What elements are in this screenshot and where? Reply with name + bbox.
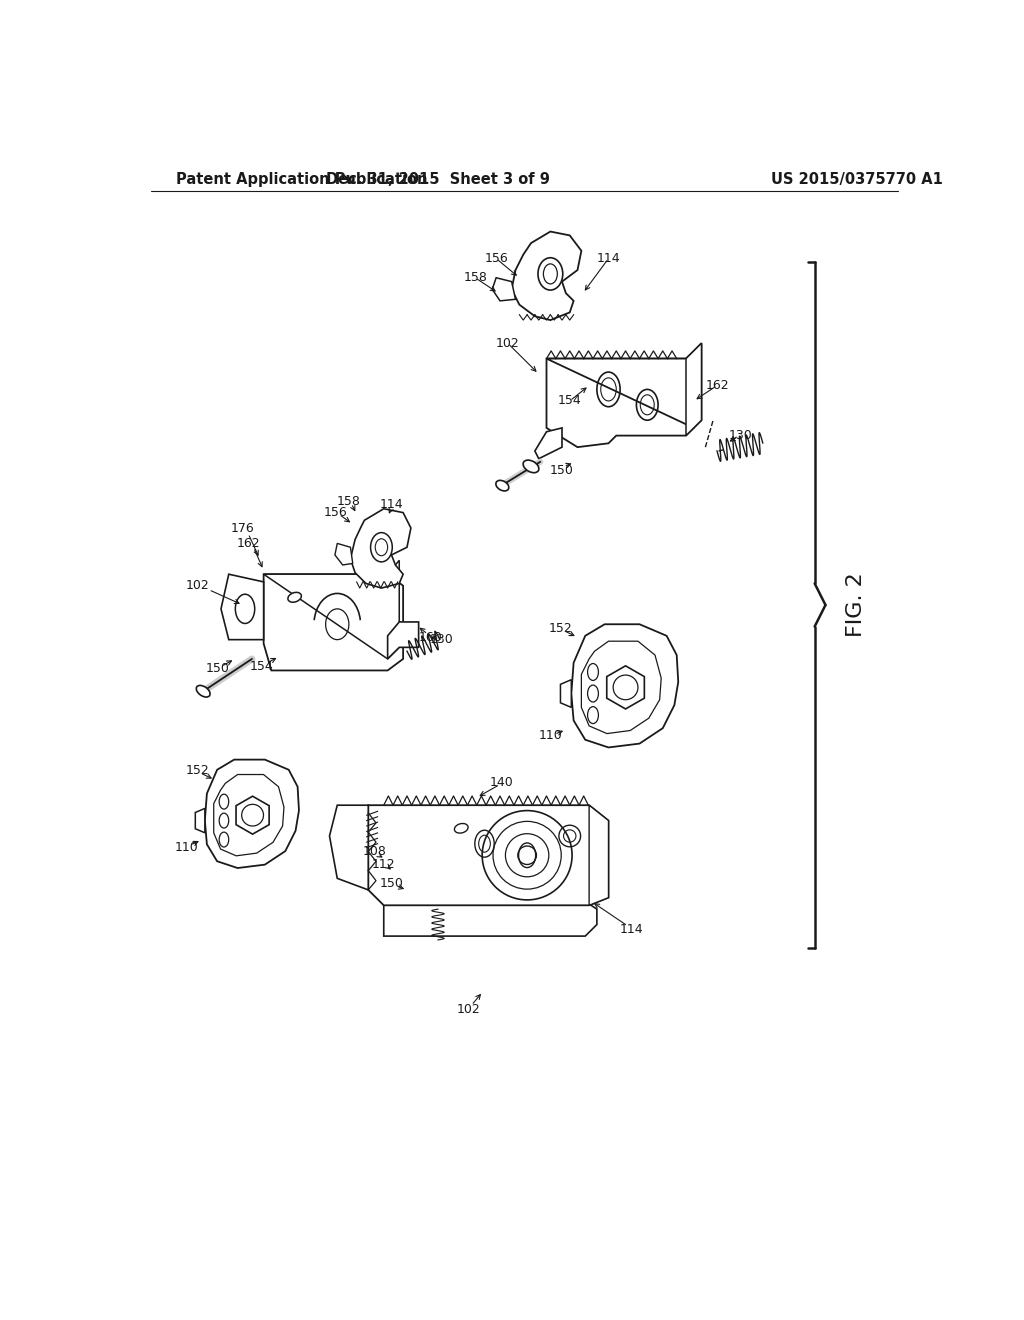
- Ellipse shape: [523, 461, 539, 473]
- Text: 102: 102: [496, 337, 519, 350]
- Text: 156: 156: [324, 506, 347, 519]
- Text: US 2015/0375770 A1: US 2015/0375770 A1: [771, 172, 943, 186]
- Text: Patent Application Publication: Patent Application Publication: [176, 172, 428, 186]
- Text: 160: 160: [419, 631, 442, 644]
- Text: FIG. 2: FIG. 2: [847, 573, 866, 638]
- Text: 102: 102: [457, 1003, 481, 1016]
- Polygon shape: [205, 759, 299, 869]
- Text: 158: 158: [337, 495, 360, 508]
- Polygon shape: [350, 508, 411, 589]
- Polygon shape: [214, 775, 284, 855]
- Text: 114: 114: [620, 924, 643, 936]
- Text: 152: 152: [186, 764, 210, 777]
- Polygon shape: [493, 277, 515, 301]
- Text: 130: 130: [728, 429, 752, 442]
- Text: 150: 150: [380, 878, 403, 890]
- Text: 140: 140: [489, 776, 513, 788]
- Text: 162: 162: [237, 537, 260, 550]
- Polygon shape: [388, 622, 419, 659]
- Polygon shape: [384, 902, 597, 936]
- Text: 150: 150: [550, 463, 573, 477]
- Polygon shape: [547, 343, 701, 428]
- Text: 156: 156: [484, 252, 508, 265]
- Text: 110: 110: [174, 841, 198, 854]
- Polygon shape: [560, 680, 571, 708]
- Text: 150: 150: [205, 661, 229, 675]
- Polygon shape: [535, 428, 562, 459]
- Polygon shape: [335, 544, 352, 565]
- Polygon shape: [607, 665, 644, 709]
- Text: 176: 176: [230, 521, 255, 535]
- Polygon shape: [237, 796, 269, 834]
- Text: 114: 114: [380, 499, 403, 511]
- Polygon shape: [196, 808, 205, 833]
- Polygon shape: [589, 805, 608, 906]
- Ellipse shape: [197, 685, 210, 697]
- Polygon shape: [369, 805, 608, 906]
- Text: 158: 158: [463, 271, 487, 284]
- Text: 162: 162: [706, 379, 729, 392]
- Ellipse shape: [496, 480, 509, 491]
- Polygon shape: [582, 642, 662, 734]
- Text: 154: 154: [250, 660, 273, 673]
- Text: 108: 108: [362, 845, 386, 858]
- Polygon shape: [330, 805, 369, 890]
- Text: 112: 112: [372, 858, 395, 871]
- Polygon shape: [547, 359, 693, 447]
- Text: 152: 152: [549, 622, 572, 635]
- Polygon shape: [263, 561, 399, 659]
- Text: Dec. 31, 2015  Sheet 3 of 9: Dec. 31, 2015 Sheet 3 of 9: [326, 172, 550, 186]
- Polygon shape: [221, 574, 263, 640]
- Text: 130: 130: [430, 634, 454, 647]
- Text: 114: 114: [597, 252, 621, 265]
- Text: 154: 154: [558, 395, 582, 408]
- Text: 102: 102: [186, 579, 210, 593]
- Ellipse shape: [455, 824, 468, 833]
- Ellipse shape: [288, 593, 301, 602]
- Polygon shape: [571, 624, 678, 747]
- Polygon shape: [263, 574, 403, 671]
- Text: 110: 110: [539, 730, 562, 742]
- Polygon shape: [686, 343, 701, 436]
- Polygon shape: [512, 231, 582, 321]
